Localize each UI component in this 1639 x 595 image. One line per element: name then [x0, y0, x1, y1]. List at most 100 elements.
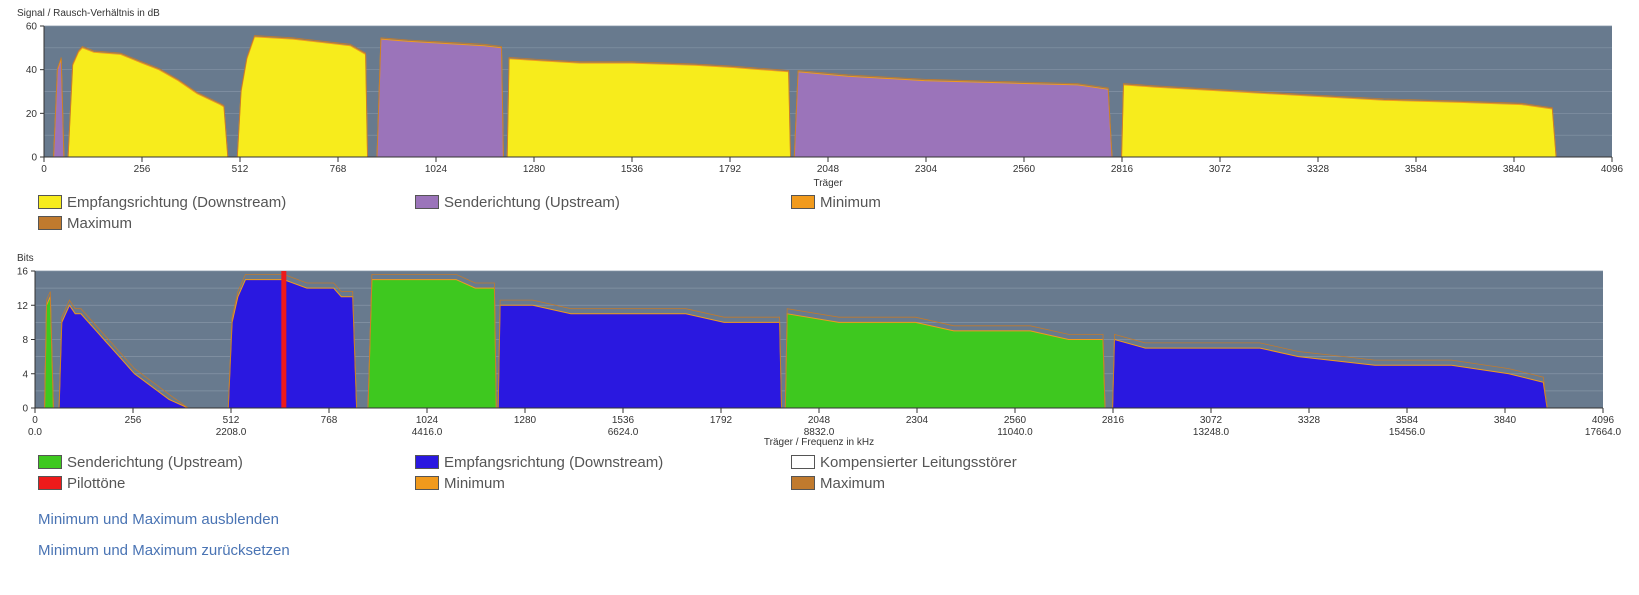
legend-downstream[interactable]: Empfangsrichtung (Downstream) — [38, 193, 415, 211]
bits-series-1-segment-0 — [59, 305, 189, 408]
legend-minimum[interactable]: Minimum — [791, 193, 1167, 211]
legend-maximum-swatch — [38, 216, 62, 230]
snr-minimum-line — [67, 47, 229, 158]
bits-maximum-line — [1112, 333, 1548, 409]
snr-series-0-segment-2 — [794, 71, 1112, 157]
legend-bits-pilot-label: Pilottöne — [67, 474, 126, 492]
bits-freq-tick-label: 11040.0 — [997, 427, 1033, 438]
snr-x-tick-label: 1024 — [425, 164, 448, 175]
bits-x-tick-label: 2304 — [906, 415, 929, 426]
snr-ylabel: Signal / Rausch-Verhältnis in dB — [17, 8, 160, 19]
legend-bits-compensated-label: Kompensierter Leitungsstörer — [820, 453, 1017, 471]
legend-bits-downstream-label: Empfangsrichtung (Downstream) — [444, 453, 664, 471]
snr-x-tick-label: 512 — [232, 164, 249, 175]
legend-downstream-swatch — [38, 195, 62, 209]
bits-freq-tick-label: 15456.0 — [1389, 427, 1426, 438]
bits-minimum-line — [227, 279, 358, 409]
bits-x-tick-label: 4096 — [1592, 415, 1615, 426]
snr-x-tick-label: 2048 — [817, 164, 840, 175]
legend-bits-upstream[interactable]: Senderichtung (Upstream) — [38, 453, 415, 471]
legend-bits-maximum-label: Maximum — [820, 474, 886, 492]
bits-x-tick-label: 256 — [125, 415, 142, 426]
bits-freq-tick-label: 0.0 — [28, 427, 42, 438]
legend-bits-upstream-label: Senderichtung (Upstream) — [67, 453, 243, 471]
bits-series-1-segment-2 — [498, 305, 782, 408]
legend-maximum-label: Maximum — [67, 214, 133, 232]
snr-series-1-segment-1 — [237, 36, 368, 157]
bits-x-tick-label: 1024 — [416, 415, 439, 426]
snr-series-1-segment-0 — [68, 47, 228, 157]
bits-y-tick-label: 16 — [17, 267, 29, 278]
bits-x-tick-label: 1792 — [710, 415, 733, 426]
snr-x-tick-label: 1792 — [719, 164, 742, 175]
legend-bits-minimum[interactable]: Minimum — [415, 474, 791, 492]
bits-x-tick-label: 1536 — [612, 415, 635, 426]
bits-y-tick-label: 8 — [22, 335, 28, 346]
snr-chart: Signal / Rausch-Verhältnis in dB 0 20 40 60 0… — [17, 8, 1624, 189]
snr-series-1-segment-2 — [507, 58, 791, 157]
bits-x-tick-label: 2560 — [1004, 415, 1027, 426]
snr-maximum-line — [376, 37, 504, 158]
snr-maximum-line — [67, 46, 229, 158]
bits-x-tick-label: 512 — [223, 415, 240, 426]
bits-legend: Senderichtung (Upstream) Empfangsrichtun… — [38, 453, 1238, 492]
snr-maximum-line — [1121, 83, 1557, 158]
snr-maximum-line — [236, 35, 368, 158]
bits-y-tick-label: 0 — [22, 404, 28, 415]
snr-x-tick-label: 2560 — [1013, 164, 1036, 175]
snr-y-tick-label: 40 — [26, 65, 38, 76]
bits-maximum-line — [44, 291, 54, 409]
bits-maximum-line — [227, 273, 357, 409]
legend-bits-minimum-swatch — [415, 476, 439, 490]
snr-maximum-line — [506, 56, 791, 158]
legend-upstream-swatch — [415, 195, 439, 209]
legend-upstream[interactable]: Senderichtung (Upstream) — [415, 193, 791, 211]
legend-bits-compensated[interactable]: Kompensierter Leitungsstörer — [791, 453, 1167, 471]
snr-x-tick-label: 1536 — [621, 164, 644, 175]
bits-freq-tick-label: 4416.0 — [412, 427, 443, 438]
hide-minmax-link[interactable]: Minimum und Maximum ausblenden — [38, 511, 279, 528]
bits-series-1-segment-3 — [1112, 339, 1548, 408]
bits-y-tick-label: 12 — [17, 301, 29, 312]
legend-bits-compensated-swatch — [791, 455, 815, 469]
legend-bits-downstream[interactable]: Empfangsrichtung (Downstream) — [415, 453, 791, 471]
bits-x-tick-label: 2816 — [1102, 415, 1125, 426]
bits-minimum-line — [1112, 338, 1548, 409]
snr-maximum-line — [53, 57, 65, 158]
bits-series-0-segment-2 — [785, 313, 1105, 408]
snr-x-tick-label: 3584 — [1405, 164, 1428, 175]
bits-y-tick-label: 4 — [22, 369, 28, 380]
bits-freq-tick-label: 6624.0 — [608, 427, 639, 438]
snr-x-tick-label: 2304 — [915, 164, 938, 175]
bits-x-tick-label: 3840 — [1494, 415, 1517, 426]
bits-minimum-line — [497, 304, 782, 409]
legend-bits-pilot[interactable]: Pilottöne — [38, 474, 415, 492]
snr-x-tick-label: 3328 — [1307, 164, 1330, 175]
bits-x-tick-label: 3328 — [1298, 415, 1321, 426]
bits-pilot-marker-0 — [281, 271, 287, 408]
bits-freq-tick-label: 13248.0 — [1193, 427, 1230, 438]
legend-upstream-label: Senderichtung (Upstream) — [444, 193, 620, 211]
snr-series-1-segment-3 — [1121, 84, 1557, 157]
legend-maximum[interactable]: Maximum — [38, 214, 415, 232]
bits-maximum-line — [497, 299, 782, 409]
bits-xlabel: Träger / Frequenz in kHz — [764, 437, 874, 448]
bits-x-tick-label: 3584 — [1396, 415, 1419, 426]
legend-downstream-label: Empfangsrichtung (Downstream) — [67, 193, 287, 211]
bits-x-tick-label: 768 — [321, 415, 338, 426]
bits-chart: Bits 0 4 8 12 16 0 256 512 768 1024 1280 1536 1792 204… — [17, 253, 1622, 448]
snr-minimum-line — [793, 71, 1113, 158]
snr-series-0-segment-0 — [53, 58, 64, 157]
snr-x-tick-label: 256 — [134, 164, 151, 175]
reset-minmax-link[interactable]: Minimum und Maximum zurücksetzen — [38, 542, 290, 559]
bits-series-0-segment-0 — [44, 296, 54, 408]
snr-legend: Empfangsrichtung (Downstream) Sendericht… — [38, 193, 1238, 232]
snr-minimum-line — [1121, 84, 1557, 158]
legend-bits-maximum[interactable]: Maximum — [791, 474, 1167, 492]
legend-minimum-label: Minimum — [820, 193, 881, 211]
snr-x-tick-label: 4096 — [1601, 164, 1624, 175]
snr-y-tick-label: 20 — [26, 109, 38, 120]
bits-series-0-segment-1 — [368, 279, 497, 408]
bits-x-tick-label: 3072 — [1200, 415, 1223, 426]
bits-minimum-line — [784, 313, 1106, 409]
